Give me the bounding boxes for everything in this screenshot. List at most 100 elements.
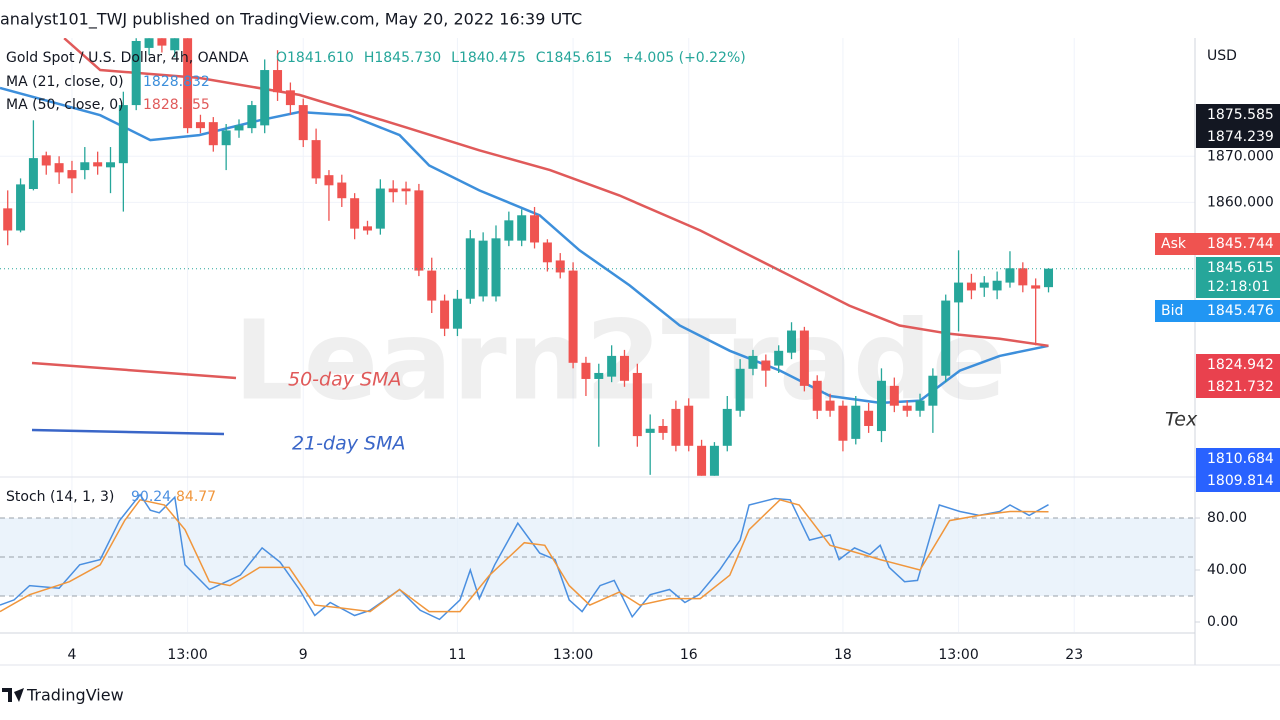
tag-text: 1810.684 (1207, 451, 1274, 467)
y-tick-label: 40.00 (1207, 562, 1247, 578)
candle-body (979, 282, 989, 288)
candle-body (452, 298, 462, 329)
candle-body (1018, 268, 1028, 286)
x-tick-label: 9 (299, 647, 308, 663)
candle-body (157, 38, 167, 46)
tag-text: 1809.814 (1207, 473, 1274, 489)
candle-body (645, 428, 655, 433)
tag (1196, 104, 1280, 148)
candle-body (388, 188, 398, 193)
stoch-pane (0, 493, 1195, 621)
stoch-d: 84.77 (176, 489, 216, 505)
footer: TradingView (26, 686, 124, 705)
candle-body (671, 408, 681, 446)
candle-body (658, 425, 668, 433)
line (63, 38, 1049, 348)
candle-body (375, 188, 385, 229)
annotation: 50-day SMA (288, 369, 401, 391)
candle-body (504, 220, 514, 241)
candle-body (67, 170, 77, 179)
line (0, 493, 1049, 621)
price-tags: 1875.585 1874.239 Ask 1845.744 1845.615 … (1155, 104, 1280, 492)
candle-body (915, 400, 925, 411)
candle-body (607, 355, 617, 377)
tag-text: Bid (1161, 303, 1183, 319)
candle-body (787, 330, 797, 353)
candle-body (16, 184, 26, 231)
candle-body (709, 445, 719, 476)
line (0, 498, 1049, 613)
candle-body (131, 40, 141, 106)
candle-body (1005, 268, 1015, 283)
candle-body (619, 355, 629, 381)
candle-body (337, 182, 347, 199)
candle-body (838, 405, 848, 441)
candle-body (427, 270, 437, 301)
candle-body (568, 270, 578, 363)
x-tick-label: 13:00 (167, 647, 207, 663)
legend-line (31, 361, 237, 380)
x-tick-label: 18 (834, 647, 852, 663)
ohlc-legend: O1841.610 H1845.730 L1840.475 C1845.615 +4.0… (276, 50, 746, 66)
candle-body (594, 372, 604, 379)
candle-body (864, 410, 874, 426)
candle-body (234, 125, 244, 131)
x-tick-label: 23 (1065, 647, 1083, 663)
tag (1196, 257, 1280, 298)
candle-body (966, 282, 976, 291)
tag-text: 12:18:01 (1207, 279, 1270, 295)
candle-body (195, 122, 205, 129)
candle-body (542, 242, 552, 263)
tag (1155, 300, 1280, 322)
candle-body (41, 155, 51, 166)
tag-text: 1845.615 (1207, 260, 1274, 276)
ohlc-value: O1841.610 (276, 50, 354, 66)
candle-body (632, 372, 642, 437)
tag-text: 1821.732 (1207, 379, 1274, 395)
candle-body (3, 208, 13, 231)
tag (1155, 233, 1280, 255)
candle-body (260, 70, 270, 126)
candle-body (478, 240, 488, 297)
candle-body (555, 260, 565, 273)
candle-body (1031, 285, 1041, 289)
candle-body (722, 408, 732, 446)
x-tick-label: 11 (449, 647, 467, 663)
currency: USD (1207, 48, 1237, 64)
candle-body (362, 226, 372, 231)
candle-body (761, 360, 771, 371)
stoch-label: Stoch (14, 1, 3) (6, 489, 114, 505)
candle-body (311, 140, 321, 179)
y-tick-label: 80.00 (1207, 510, 1247, 526)
candle-body (902, 405, 912, 411)
ma50-value: 1828.855 (143, 97, 210, 113)
candle-body (54, 163, 64, 173)
candle-body (825, 400, 835, 411)
tag (1196, 354, 1280, 398)
candle-body (285, 90, 295, 106)
candle-body (273, 70, 283, 93)
candle-body (851, 405, 861, 439)
legend-line (31, 428, 225, 436)
candle-body (324, 175, 334, 186)
candle-body (517, 215, 527, 241)
candle-body (247, 105, 257, 129)
candle-body (208, 122, 218, 146)
candle-body (954, 282, 964, 303)
y-tick-label: 0.00 (1207, 614, 1238, 630)
candle-body (93, 162, 103, 167)
x-tick-label: 16 (680, 647, 698, 663)
candle-body (491, 238, 501, 297)
candle-body (812, 380, 822, 411)
x-tick-label: 4 (67, 647, 76, 663)
annotation: 21-day SMA (292, 433, 405, 455)
candle-body (28, 158, 38, 189)
candle-body (941, 300, 951, 376)
x-tick-label: 13:00 (938, 647, 978, 663)
candle-body (414, 190, 424, 271)
candle-body (697, 445, 707, 476)
tag-text: 1875.585 (1207, 107, 1274, 123)
candle-body (530, 215, 540, 243)
